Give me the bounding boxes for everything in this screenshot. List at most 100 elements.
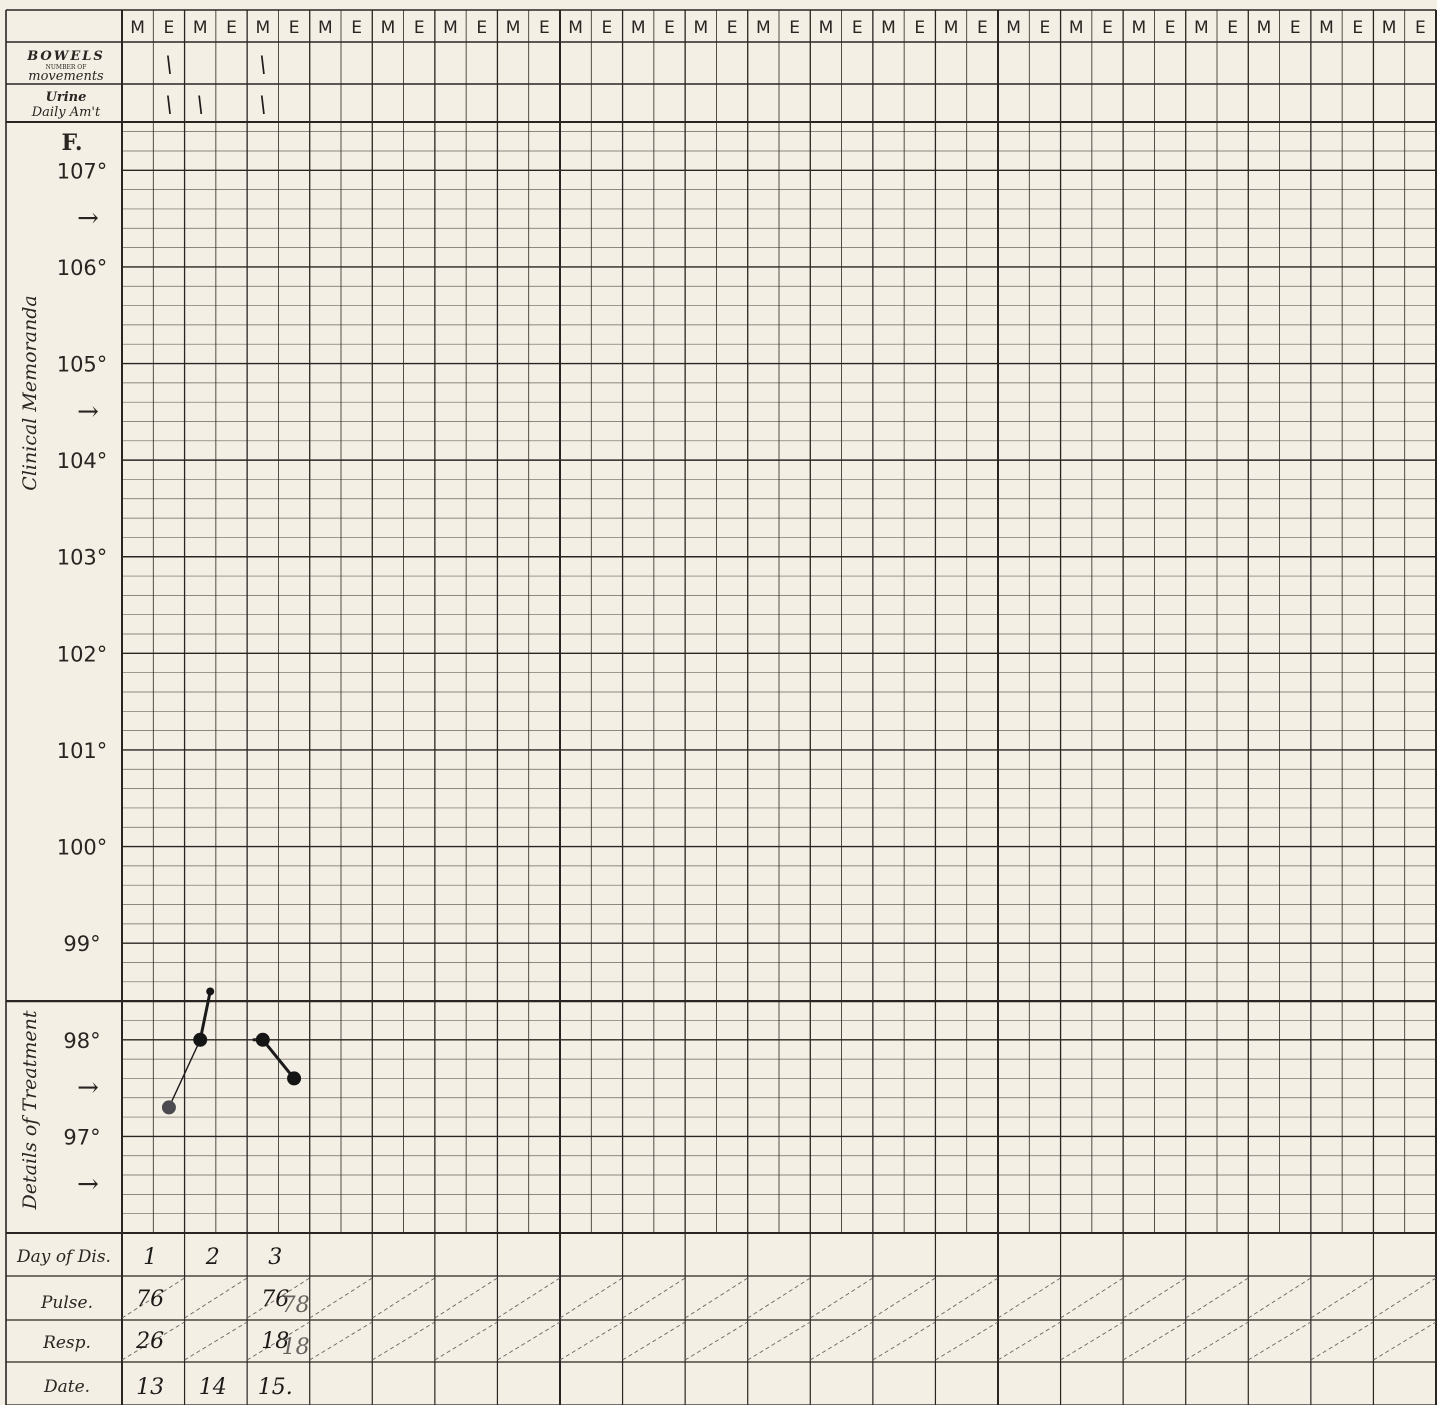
pulse-extra-value: 78 — [282, 1293, 310, 1318]
resp-value: 18 — [261, 1329, 289, 1354]
y-tick-label: 107° — [57, 159, 108, 183]
temperature-point — [287, 1071, 302, 1086]
y-tick-label: 103° — [57, 546, 108, 570]
resp-diagonal — [246, 1321, 310, 1361]
me-letter-m: M — [1257, 18, 1272, 38]
me-letter-m: M — [819, 18, 834, 38]
resp-diagonal — [1248, 1321, 1312, 1361]
pulse-diagonal — [997, 1277, 1061, 1319]
resp-diagonal — [684, 1321, 748, 1361]
me-letter-m: M — [631, 18, 646, 38]
me-letter-e: E — [1165, 18, 1176, 38]
me-letter-m: M — [756, 18, 771, 38]
me-letter-e: E — [664, 18, 675, 38]
temperature-series — [161, 987, 302, 1115]
me-letter-e: E — [1040, 18, 1051, 38]
resp-value: 26 — [135, 1329, 164, 1354]
me-letter-m: M — [881, 18, 896, 38]
me-letter-e: E — [414, 18, 425, 38]
urine-mark: \ — [165, 93, 172, 118]
pulse-diagonal — [1373, 1277, 1437, 1319]
me-letter-e: E — [1227, 18, 1238, 38]
arrow-mark: → — [77, 1073, 99, 1103]
y-tick-label: 97° — [63, 1125, 100, 1149]
y-tick-label: 98° — [63, 1029, 100, 1053]
me-letter-m: M — [255, 18, 270, 38]
day_of_disease-value: 1 — [143, 1245, 157, 1270]
resp-diagonal — [1122, 1321, 1186, 1361]
pulse-diagonal — [309, 1277, 373, 1319]
me-letter-m: M — [381, 18, 396, 38]
pulse-diagonal — [1185, 1277, 1249, 1319]
y-tick-label: 105° — [57, 353, 108, 377]
urine-label: Urine — [46, 90, 87, 105]
me-letter-m: M — [443, 18, 458, 38]
me-letter-e: E — [1102, 18, 1113, 38]
pulse-diagonal — [684, 1277, 748, 1319]
side-label-clinical-memoranda: Clinical Memoranda — [19, 295, 41, 490]
pulse-value: 76 — [261, 1287, 289, 1312]
pulse-diagonal — [747, 1277, 811, 1319]
me-letter-m: M — [568, 18, 583, 38]
pulse-diagonal — [184, 1277, 248, 1319]
resp-diagonal — [434, 1321, 498, 1361]
unit-label: F. — [61, 130, 82, 156]
resp-diagonal — [935, 1321, 999, 1361]
me-letter-e: E — [351, 18, 362, 38]
temperature-point — [255, 1032, 270, 1047]
resp-diagonal — [184, 1321, 248, 1361]
resp-extra-value: 18 — [282, 1335, 310, 1360]
pulse-diagonal — [1122, 1277, 1186, 1319]
y-tick-label: 102° — [57, 642, 108, 666]
pulse-diagonal — [559, 1277, 623, 1319]
me-letter-e: E — [852, 18, 863, 38]
temperature-segment — [198, 991, 212, 1041]
arrow-mark: → — [77, 1170, 99, 1200]
arrow-marks: → → → → — [77, 204, 99, 1200]
bowels-label: BOWELS — [26, 49, 105, 64]
me-letter-e: E — [289, 18, 300, 38]
me-letter-m: M — [130, 18, 145, 38]
temperature-point — [193, 1032, 208, 1047]
pulse-diagonal — [434, 1277, 498, 1319]
grid-layer — [5, 9, 1437, 1405]
me-letter-e: E — [1415, 18, 1426, 38]
me-letter-m: M — [944, 18, 959, 38]
resp-diagonal — [997, 1321, 1061, 1361]
arrow-mark: → — [77, 204, 99, 234]
resp-diagonal — [622, 1321, 686, 1361]
bowels-sublabel-small: NUMBER OF — [46, 64, 87, 71]
me-letter-e: E — [539, 18, 550, 38]
pulse-diagonal — [497, 1277, 561, 1319]
resp-diagonal — [121, 1321, 185, 1361]
urine-sublabel: Daily Am't — [31, 105, 101, 120]
y-tick-label: 106° — [57, 256, 108, 280]
urine-mark: \ — [197, 93, 204, 118]
me-letter-m: M — [1006, 18, 1021, 38]
resp-diagonal — [1060, 1321, 1124, 1361]
y-tick-label: 101° — [57, 739, 108, 763]
row-label-resp: Resp. — [42, 1333, 91, 1353]
bowels-sublabel: movements — [28, 69, 104, 84]
me-letter-m: M — [1069, 18, 1084, 38]
resp-diagonal — [372, 1321, 436, 1361]
y-tick-label: 104° — [57, 449, 108, 473]
pulse-diagonal — [872, 1277, 936, 1319]
me-letter-e: E — [789, 18, 800, 38]
me-letter-e: E — [1352, 18, 1363, 38]
y-tick-label: 100° — [57, 836, 108, 860]
side-label-details-of-treatment: Details of Treatment — [19, 1010, 41, 1210]
me-letter-e: E — [727, 18, 738, 38]
pulse-diagonal — [121, 1277, 185, 1319]
me-letter-e: E — [977, 18, 988, 38]
bowels-mark: \ — [259, 53, 266, 78]
me-letter-m: M — [318, 18, 333, 38]
me-letter-m: M — [193, 18, 208, 38]
temperature-segment — [261, 1039, 296, 1080]
urine-row-label: Urine Daily Am't — [31, 90, 101, 120]
temperature-segment — [168, 1039, 201, 1108]
me-letter-m: M — [1131, 18, 1146, 38]
